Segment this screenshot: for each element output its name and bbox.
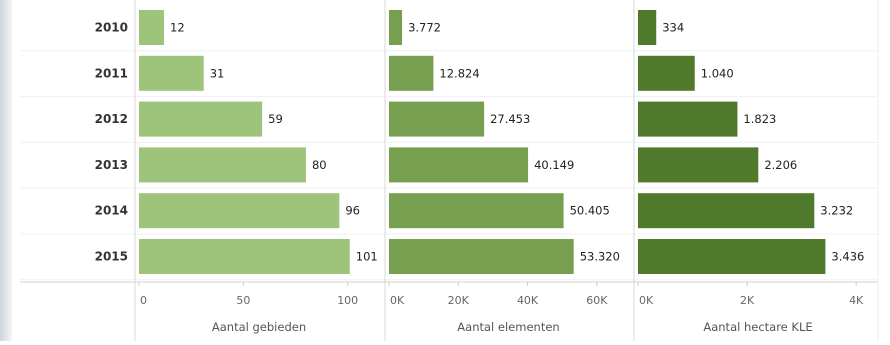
bar — [389, 147, 529, 183]
data-label: 12 — [170, 21, 185, 35]
data-label: 27.453 — [490, 112, 530, 126]
bar — [638, 239, 826, 274]
data-label: 80 — [312, 158, 327, 172]
bar — [389, 193, 564, 229]
bar — [139, 147, 306, 183]
bar — [139, 239, 350, 274]
bar — [389, 55, 434, 91]
bar — [389, 10, 403, 45]
data-label: 3.436 — [831, 250, 864, 264]
window-edge — [0, 0, 12, 341]
x-axis-label: Aantal gebieden — [212, 320, 306, 334]
bar — [139, 10, 165, 45]
category-label: 2014 — [95, 204, 128, 218]
data-label: 31 — [210, 66, 225, 80]
bar — [139, 193, 340, 229]
data-label: 3.232 — [820, 204, 853, 218]
data-label: 53.320 — [580, 250, 620, 264]
category-label: 2011 — [95, 66, 128, 80]
data-label: 101 — [356, 250, 378, 264]
data-label: 334 — [662, 21, 684, 35]
tick-label: 100 — [337, 294, 358, 307]
data-label: 1.823 — [743, 112, 776, 126]
tick-label: 0 — [140, 294, 147, 307]
bar — [638, 147, 759, 183]
x-axis-label: Aantal hectare KLE — [703, 320, 812, 334]
tick-label: 20K — [448, 294, 470, 307]
bar — [638, 10, 657, 45]
tick-label: 4K — [849, 294, 864, 307]
bar — [638, 193, 815, 229]
data-label: 40.149 — [534, 158, 574, 172]
category-label: 2010 — [95, 21, 128, 35]
data-label: 50.405 — [570, 204, 610, 218]
data-label: 59 — [268, 112, 283, 126]
data-label: 12.824 — [439, 66, 479, 80]
data-label: 2.206 — [764, 158, 797, 172]
tick-label: 2K — [740, 294, 755, 307]
bar — [139, 55, 204, 91]
bar — [638, 55, 695, 91]
bar — [638, 101, 738, 137]
bar — [389, 101, 485, 137]
category-label: 2013 — [95, 158, 128, 172]
bar — [139, 101, 263, 137]
data-label: 96 — [345, 204, 360, 218]
data-label: 1.040 — [701, 66, 734, 80]
tick-label: 60K — [586, 294, 608, 307]
category-label: 2012 — [95, 112, 128, 126]
tick-label: 40K — [517, 294, 539, 307]
bar — [389, 239, 574, 274]
tick-label: 50 — [236, 294, 250, 307]
tick-label: 0K — [390, 294, 405, 307]
tick-label: 0K — [639, 294, 654, 307]
x-axis-label: Aantal elementen — [457, 320, 559, 334]
category-label: 2015 — [95, 250, 128, 264]
data-label: 3.772 — [408, 21, 441, 35]
